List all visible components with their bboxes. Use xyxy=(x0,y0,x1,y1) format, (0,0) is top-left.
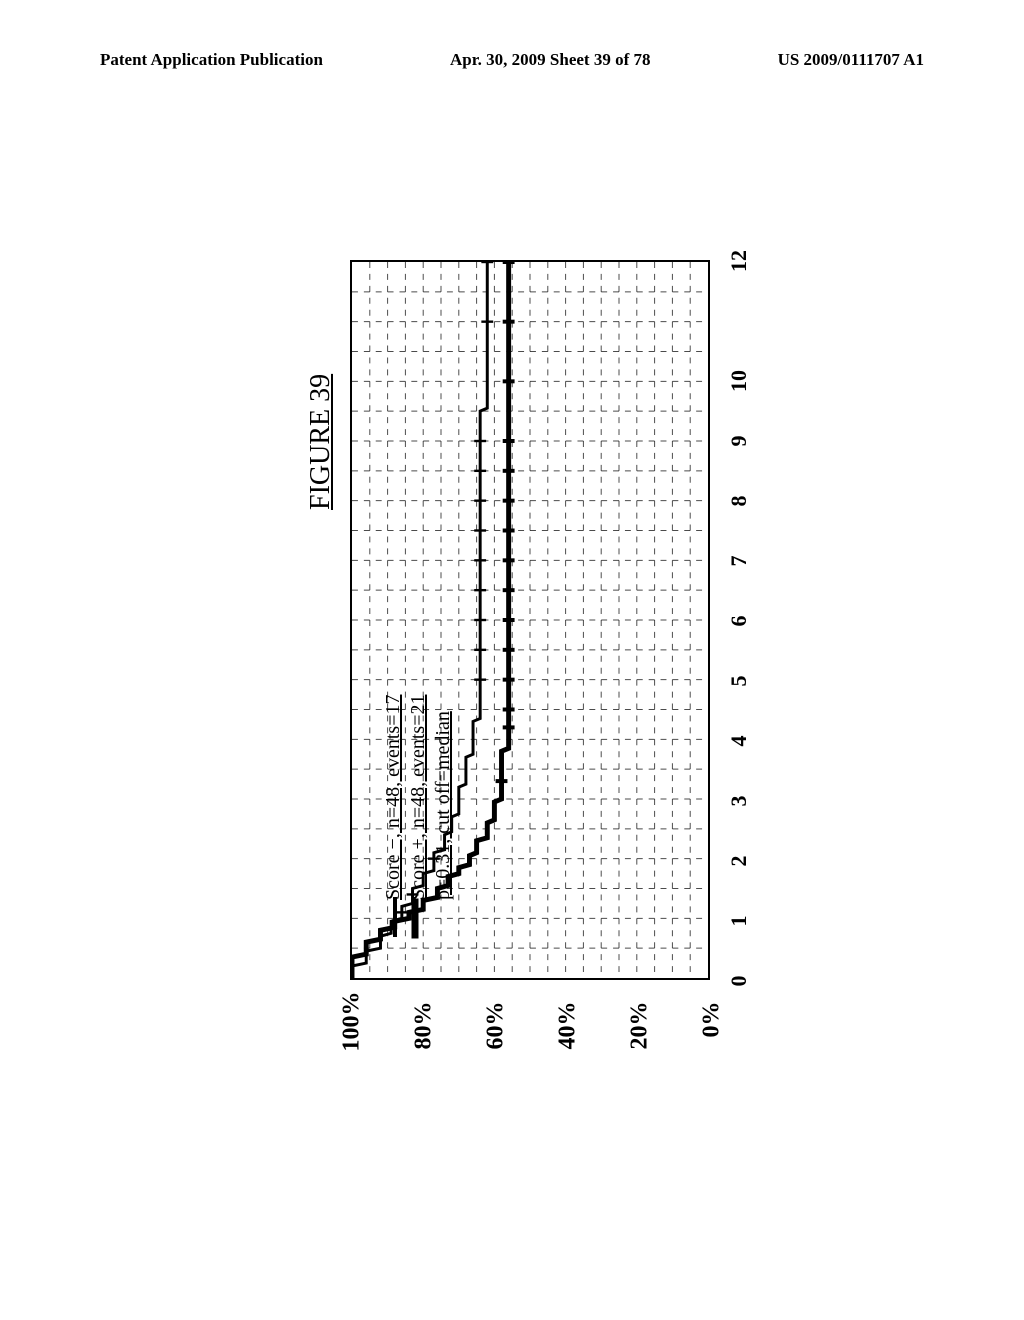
x-tick-label: 4 xyxy=(726,726,752,756)
x-tick-label: 1 xyxy=(726,906,752,936)
x-tick-label: 2 xyxy=(726,846,752,876)
y-tick-label: 60% xyxy=(483,1002,510,1052)
x-tick-label: 8 xyxy=(726,486,752,516)
y-tick-label: 20% xyxy=(627,1002,654,1052)
km-chart: 0%20%40%60%80%100% 01234567891012 Score … xyxy=(290,260,750,980)
x-tick-label: 0 xyxy=(726,966,752,996)
x-tick-label: 10 xyxy=(726,366,752,396)
y-tick-label: 100% xyxy=(339,1002,366,1052)
page-header: Patent Application Publication Apr. 30, … xyxy=(0,50,1024,70)
legend-swatch-upper xyxy=(393,897,397,937)
header-center: Apr. 30, 2009 Sheet 39 of 78 xyxy=(450,50,651,70)
header-right: US 2009/0111707 A1 xyxy=(778,50,924,70)
legend-swatch-lower xyxy=(412,899,419,939)
header-left: Patent Application Publication xyxy=(100,50,323,70)
y-tick-label: 40% xyxy=(555,1002,582,1052)
curves-svg xyxy=(352,262,708,978)
legend-line1: Score −, n=48, events=17 xyxy=(382,695,405,900)
y-tick-label: 0% xyxy=(699,1002,726,1052)
legend-line2: Score +, n=48, events=21 xyxy=(407,695,430,900)
x-tick-label: 9 xyxy=(726,426,752,456)
y-tick-label: 80% xyxy=(411,1002,438,1052)
legend-line3: p=0.31, cut off=median xyxy=(432,711,455,900)
x-tick-label: 12 xyxy=(726,246,752,276)
x-tick-label: 3 xyxy=(726,786,752,816)
x-tick-label: 7 xyxy=(726,546,752,576)
x-tick-label: 6 xyxy=(726,606,752,636)
x-tick-label: 5 xyxy=(726,666,752,696)
